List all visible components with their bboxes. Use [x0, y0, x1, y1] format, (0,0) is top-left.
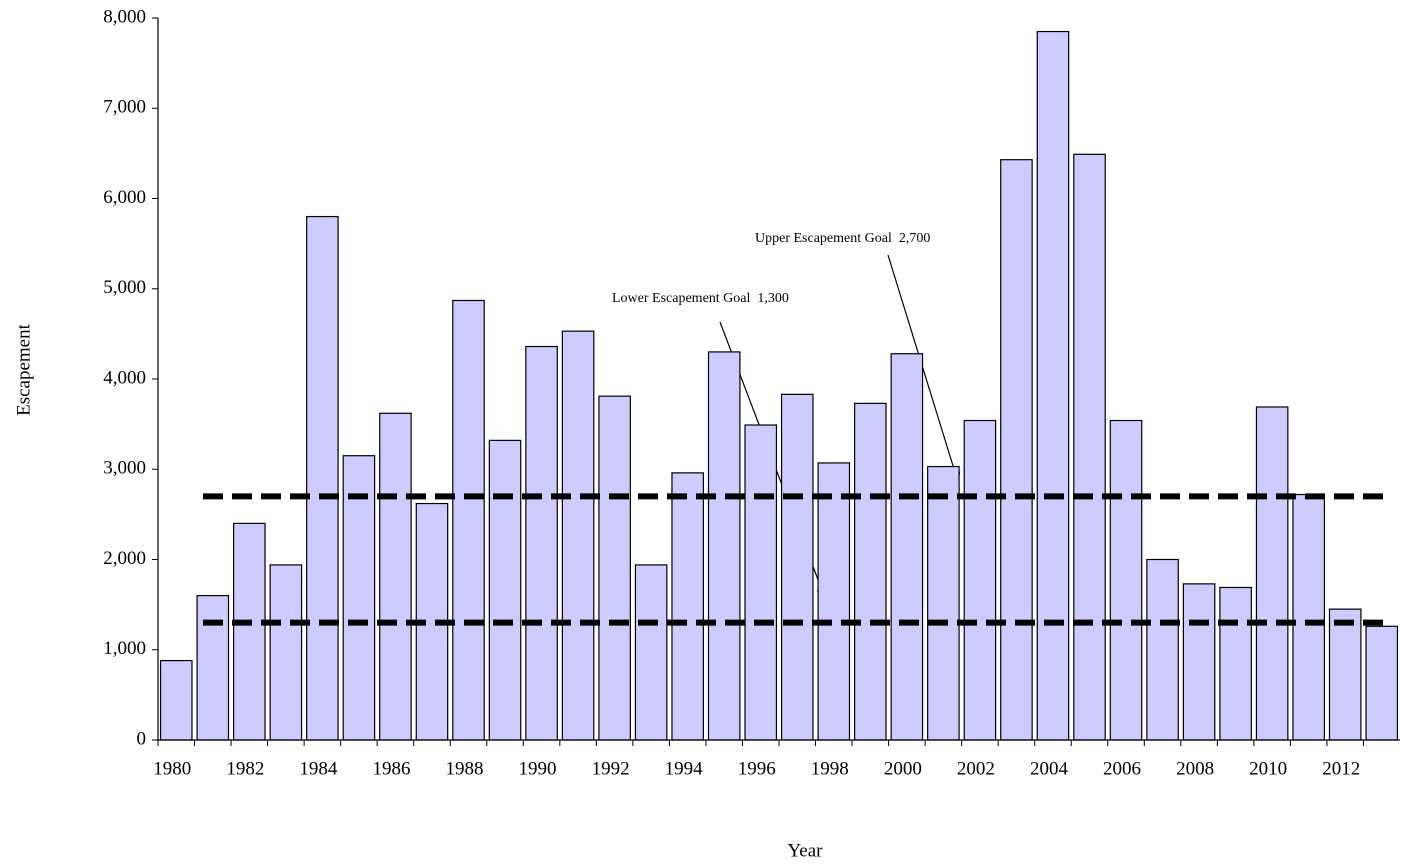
bar [1146, 558, 1179, 741]
x-tick-label: 1988 [446, 758, 484, 779]
bar [1000, 159, 1033, 741]
bar [817, 462, 851, 741]
bar [1073, 153, 1106, 741]
x-tick-label: 1986 [372, 758, 410, 779]
bar [452, 299, 485, 741]
x-tick-label: 2002 [957, 758, 995, 779]
bar [488, 439, 522, 741]
bar [1328, 608, 1362, 741]
bar [1036, 30, 1070, 741]
annotation: Lower Escapement Goal 1,300 [612, 291, 789, 306]
bar [525, 345, 558, 741]
bar [561, 330, 595, 741]
bar [159, 659, 193, 741]
x-tick-label: 2012 [1322, 758, 1360, 779]
y-tick-label: 0 [137, 728, 147, 749]
x-tick-label: 2006 [1103, 758, 1141, 779]
bar [1182, 583, 1216, 741]
bar [1292, 493, 1325, 741]
y-tick-label: 1,000 [103, 638, 146, 659]
y-tick-label: 3,000 [103, 458, 146, 479]
bar [1255, 406, 1289, 741]
y-tick-label: 7,000 [103, 97, 146, 118]
bar [306, 215, 339, 741]
x-tick-label: 1982 [226, 758, 264, 779]
y-tick-label: 4,000 [103, 367, 146, 388]
bar [1365, 625, 1399, 741]
bar [196, 594, 230, 741]
x-tick-label: 1984 [299, 758, 338, 779]
bar [671, 472, 704, 741]
x-tick-label: 1996 [738, 758, 776, 779]
bar [379, 412, 412, 741]
x-tick-label: 1998 [811, 758, 849, 779]
bar [890, 353, 924, 741]
bar [780, 393, 814, 741]
bar [927, 465, 960, 741]
y-tick-label: 2,000 [103, 548, 146, 569]
bar [233, 522, 266, 741]
x-tick-label: 2000 [884, 758, 922, 779]
x-tick-label: 1992 [592, 758, 630, 779]
bar [598, 395, 631, 741]
x-axis-label: Year [787, 840, 823, 861]
bar [1219, 586, 1252, 741]
bar [707, 351, 741, 741]
x-tick-label: 1994 [665, 758, 704, 779]
y-tick-label: 6,000 [103, 187, 146, 208]
x-tick-label: 1980 [153, 758, 191, 779]
bar [963, 419, 997, 741]
y-axis-label: Escapement [13, 323, 34, 416]
bar [269, 564, 303, 741]
y-tick-label: 5,000 [103, 277, 146, 298]
x-tick-label: 2004 [1030, 758, 1069, 779]
x-tick-label: 2010 [1249, 758, 1287, 779]
x-tick-label: 1990 [519, 758, 557, 779]
bar [1109, 419, 1143, 741]
bar [854, 402, 887, 741]
x-tick-label: 2008 [1176, 758, 1214, 779]
bar [744, 424, 778, 741]
annotation: Upper Escapement Goal 2,700 [755, 231, 930, 246]
bar [634, 564, 668, 741]
y-tick-label: 8,000 [103, 6, 146, 27]
